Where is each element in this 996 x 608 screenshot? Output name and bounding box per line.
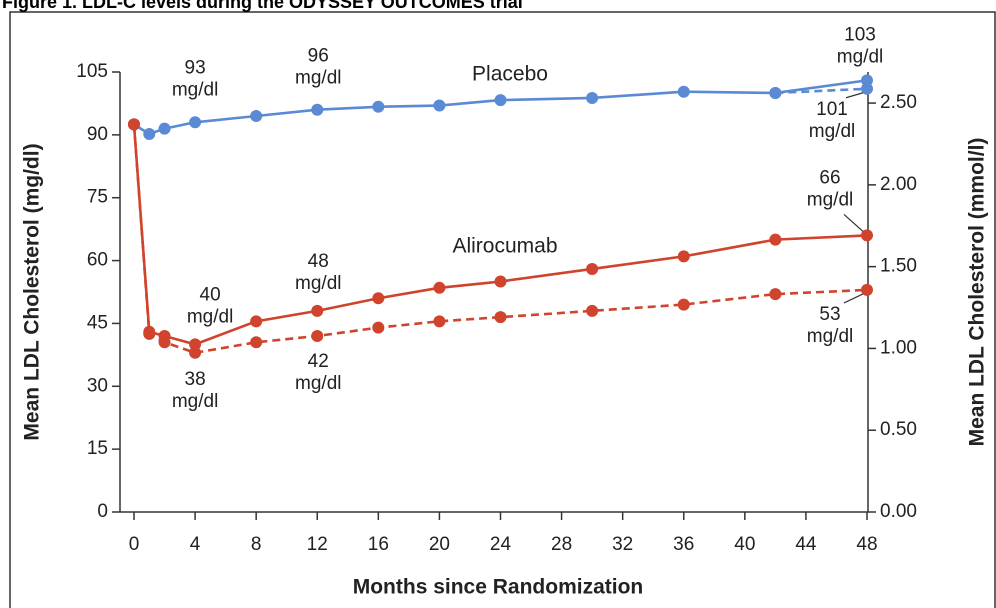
point [311,304,324,317]
point [372,292,385,305]
y2-tick-label: 2.50 [880,92,917,113]
point [861,229,873,242]
y2-tick-label: 0.00 [880,501,917,522]
value-label: 101 mg/dl [809,99,855,142]
point [372,321,385,334]
y-tick-label: 30 [87,375,108,396]
y2-tick-label: 0.50 [880,419,917,440]
y-tick-label: 45 [87,312,108,333]
point [189,346,202,359]
y-tick-label: 0 [97,501,108,522]
x-tick-label: 0 [129,534,140,555]
x-tick-label: 16 [368,534,389,555]
y-tick-label: 15 [87,438,108,459]
value-label: 103 mg/dl [837,24,883,67]
point [677,85,690,98]
value-label: 66 mg/dl [807,167,853,210]
leader-line [845,92,864,99]
value-label: 93 mg/dl [172,57,218,100]
point [861,82,873,95]
x-tick-label: 40 [734,534,755,555]
point [677,298,690,311]
point [250,315,263,328]
x-tick-label: 44 [795,534,817,555]
y2-axis-title: Mean LDL Cholesterol (mmol/l) [966,138,989,447]
point [433,315,446,328]
point [494,94,507,107]
point [677,250,690,263]
point [586,304,599,317]
y-tick-label: 90 [87,124,108,145]
y-tick-label: 75 [87,187,108,208]
point [143,128,156,141]
point [158,336,171,349]
y2-tick-label: 2.00 [880,174,917,195]
value-label: 40 mg/dl [187,284,233,327]
point [311,103,324,116]
value-label: 42 mg/dl [295,351,341,394]
point [128,118,140,131]
y2-tick-label: 1.00 [880,337,917,358]
x-tick-label: 48 [856,534,877,555]
x-tick-label: 32 [612,534,633,555]
series-label: Placebo [472,63,548,86]
series-label: Alirocumab [452,235,557,258]
point [250,110,263,122]
point [311,330,324,342]
point [769,233,782,246]
x-tick-label: 24 [490,534,512,555]
value-label: 38 mg/dl [172,369,218,412]
point [372,100,385,113]
point [586,262,599,275]
x-tick-label: 12 [307,534,328,555]
point [586,91,599,104]
series-line [133,79,868,136]
value-label: 96 mg/dl [295,46,341,89]
point [250,336,263,349]
value-label: 48 mg/dl [295,251,341,294]
x-axis-title: Months since Randomization [353,576,644,599]
point [189,338,202,351]
point [494,275,507,288]
point [494,311,507,324]
point [189,116,202,129]
series-line [775,87,868,95]
point [433,281,446,294]
x-tick-label: 4 [190,534,201,555]
x-tick-label: 28 [551,534,572,555]
point [861,283,873,296]
x-tick-label: 36 [673,534,694,555]
y-axis-title: Mean LDL Cholesterol (mg/dl) [21,143,44,440]
x-tick-label: 20 [429,534,450,555]
y-tick-label: 60 [87,250,108,271]
point [769,288,782,301]
leader-line [843,293,864,304]
x-tick-label: 8 [251,534,262,555]
value-label: 53 mg/dl [807,304,853,347]
frame [9,11,996,608]
point [769,86,782,99]
y2-tick-label: 1.50 [880,256,917,277]
point [158,122,171,135]
chart-title: Figure 1. LDL-C levels during the ODYSSE… [2,0,523,12]
point [433,99,446,112]
y-tick-label: 105 [76,61,108,82]
leader-line [843,213,864,232]
point [143,327,156,340]
point [861,74,873,87]
